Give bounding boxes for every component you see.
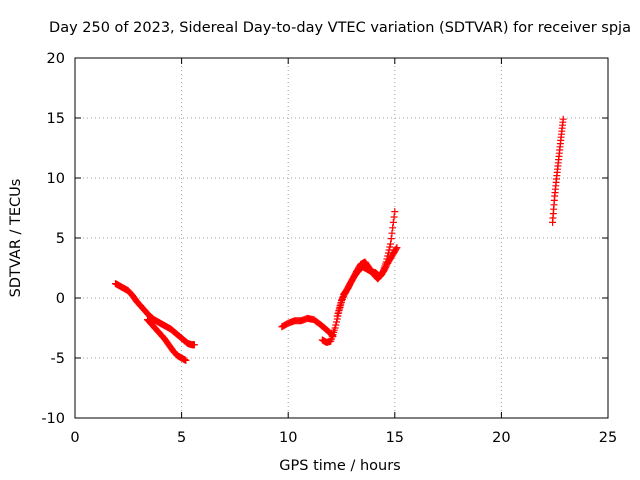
data-point (388, 229, 396, 237)
x-tick-label: 25 (599, 430, 617, 446)
y-tick-label: -5 (51, 351, 65, 367)
data-point (387, 240, 395, 248)
y-tick-label: 15 (47, 111, 65, 127)
plot-frame (74, 57, 609, 419)
data-point (332, 321, 340, 329)
tick-labels: 0 5 10 15 20 25 -10 -5 0 5 10 15 20 (41, 51, 617, 446)
x-tick-label: 0 (70, 430, 79, 446)
y-tick-label: 20 (47, 51, 65, 67)
data-points (112, 115, 567, 364)
data-point (387, 235, 395, 243)
data-point (331, 324, 339, 332)
y-tick-label: -10 (41, 411, 65, 427)
data-point (386, 243, 394, 251)
x-tick-label: 20 (492, 430, 510, 446)
grid-lines (75, 58, 608, 418)
data-point (385, 246, 393, 254)
y-tick-label: 10 (47, 171, 65, 187)
x-tick-label: 10 (279, 430, 297, 446)
data-point (389, 224, 397, 232)
y-axis-label: SDTVAR / TECUs (8, 179, 24, 298)
data-point (190, 341, 198, 349)
y-tick-label: 0 (56, 291, 65, 307)
data-point (182, 356, 190, 364)
data-point (391, 208, 399, 216)
data-point (392, 245, 400, 253)
x-tick-label: 5 (177, 430, 186, 446)
data-point (333, 318, 341, 326)
data-point (389, 218, 397, 226)
x-tick-label: 15 (386, 430, 404, 446)
data-point (559, 115, 567, 123)
x-axis-label: GPS time / hours (279, 458, 400, 474)
data-point (390, 213, 398, 221)
chart-title: Day 250 of 2023, Sidereal Day-to-day VTE… (49, 20, 631, 36)
y-tick-label: 5 (56, 231, 65, 247)
data-point (393, 244, 401, 252)
